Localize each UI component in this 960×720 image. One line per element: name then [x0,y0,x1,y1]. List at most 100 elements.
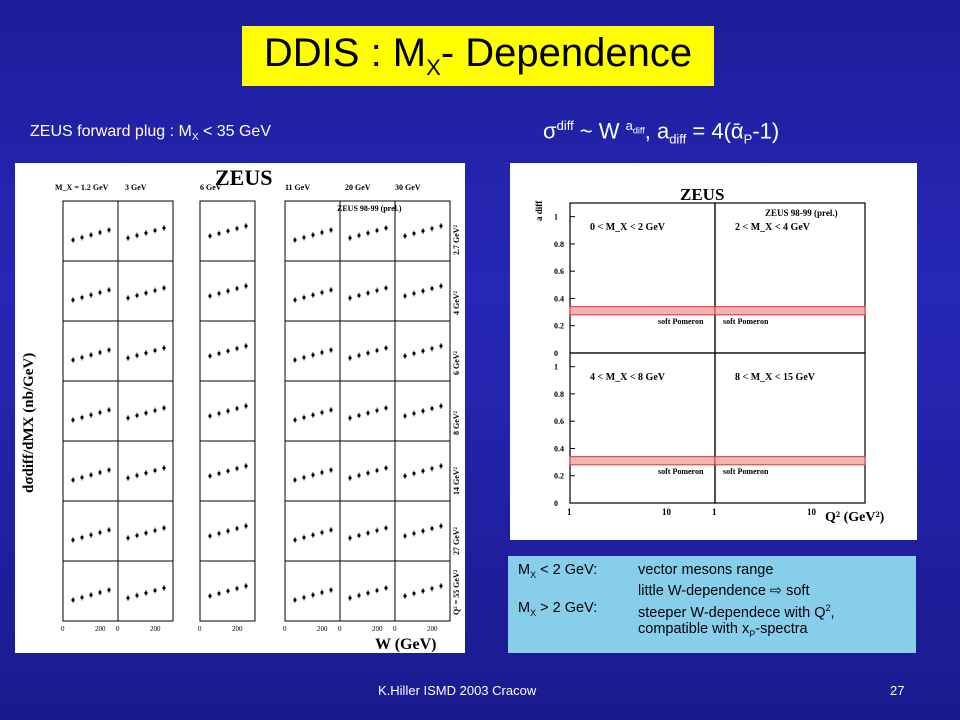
right-ytick: 0.2 [554,472,564,481]
info-r3-vr: , [830,604,835,621]
right-subpanel [714,352,866,504]
info-r1-kr: < 2 GeV: [536,562,598,578]
left-subpanel [339,440,396,502]
right-xtick: 10 [807,507,817,517]
slide-title: DDIS : MX- Dependence [242,26,714,86]
left-subpanel [339,560,396,622]
left-subpanel [339,320,396,382]
soft-pomeron-label: soft Pomeron [723,467,769,476]
mx-label: 6 GeV [200,183,222,192]
left-subpanel [117,560,174,622]
left-subpanel [117,440,174,502]
panel-label: 8 < M_X < 15 GeV [735,372,816,383]
formula-sigma: σ [543,118,557,144]
formula-sup2sub: diff [632,125,645,136]
right-ytick: 0.2 [554,322,564,331]
right-xtick: 1 [712,507,717,517]
right-xtick: 10 [662,507,672,517]
left-legend: ZEUS 98-99 (prel.) [337,204,402,213]
page-number: 27 [890,683,905,698]
soft-pomeron-band [569,306,716,316]
info-r1-ks: X [530,569,537,580]
left-subpanel [199,560,256,622]
q2-label: 2.7 GeV² [452,224,461,255]
right-xtick: 1 [567,507,572,517]
right-xlabel: Q² (GeV²) [825,510,885,525]
left-subpanel [117,200,174,262]
left-subpanel [339,380,396,442]
right-legend: ZEUS 98-99 (prel.) [765,208,838,218]
footer-left: K.Hiller ISMD 2003 Cracow [378,683,537,698]
mx-label: 3 GeV [125,183,147,192]
left-ylabel: dσdiff/dMX (nb/GeV) [21,353,37,493]
panel-label: 2 < M_X < 4 GeV [735,222,811,233]
left-subpanel [117,320,174,382]
right-ytick: 0.4 [554,294,564,303]
soft-pomeron-band [714,306,866,316]
q2-label: 8 GeV² [452,410,461,435]
info-r3-v: steeper W-dependece with Q [638,604,826,621]
soft-pomeron-label: soft Pomeron [723,317,769,326]
info-r4-vs: P [749,629,756,640]
soft-pomeron-label: soft Pomeron [658,317,704,326]
left-subpanel [394,560,451,622]
left-xtick: 0 [198,625,202,633]
right-ytick: 1 [554,213,558,222]
info-r3-vs: 2 [825,602,831,613]
left-xtick: 200 [232,625,243,633]
right-ytick: 0 [554,499,558,508]
right-ytick: 0.4 [554,444,564,453]
left-subpanel [339,500,396,562]
q2-label: 27 GeV² [452,526,461,555]
q2-label: 6 GeV² [452,350,461,375]
title-text: DDIS : M [263,31,427,75]
subtitle: ZEUS forward plug : MX < 35 GeV [30,123,271,143]
formula-sup2: a [625,118,633,133]
panel-label: 0 < M_X < 2 GeV [590,222,666,233]
zeus-a-diff-figure: ZEUS ZEUS 98-99 (prel.) a diff soft Pome… [510,163,917,540]
left-subpanel [339,260,396,322]
left-xtick: 0 [116,625,120,633]
zeus-w-dependence-figure: ZEUS ZEUS 98-99 (prel.) M_X = 1.2 GeV 3 G… [15,163,465,653]
info-r4-vr: -spectra [755,621,808,638]
info-r4-v: compatible with x [638,621,750,638]
soft-pomeron-label: soft Pomeron [658,467,704,476]
left-xtick: 200 [427,625,438,633]
left-brand: ZEUS [215,165,272,190]
left-xtick: 200 [150,625,161,633]
formula-rest1: , a [644,118,670,144]
right-ytick: 0 [554,349,558,358]
subtitle-sub: X [191,132,199,144]
info-r3-k: M [518,599,531,616]
info-r2-v: little W-dependence ⇨ soft [638,583,810,600]
title-rest: - Dependence [440,31,693,75]
q2-label: 4 GeV² [452,290,461,315]
left-mx-labels: M_X = 1.2 GeV 3 GeV 6 GeV 11 GeV 20 GeV 30 Ge… [55,183,421,192]
subtitle-prefix: ZEUS forward plug : M [30,123,192,140]
panel-label: 4 < M_X < 8 GeV [590,372,666,383]
right-ytick: 0.6 [554,417,564,426]
info-r3-kr: > 2 GeV: [536,599,598,616]
mx-label: 20 GeV [345,183,371,192]
mx-label: 30 GeV [395,183,421,192]
left-xtick: 200 [95,625,106,633]
left-xtick: 0 [338,625,342,633]
right-ytick: 0.8 [554,390,564,399]
right-plot-svg: ZEUS ZEUS 98-99 (prel.) a diff soft Pome… [534,185,885,525]
formula-sup1: diff [556,118,574,133]
formula-sub1: diff [669,131,687,147]
left-grid: 2.7 GeV² 4 GeV² 6 GeV² 8 GeV² 14 GeV² 27 GeV²… [61,200,461,633]
right-ytick: 0.8 [554,240,564,249]
left-subpanel [117,260,174,322]
formula-rest2: = 4(ᾱ [686,118,744,144]
left-xtick: 0 [61,625,65,633]
title-sub: X [426,55,441,80]
left-xtick: 200 [317,625,328,633]
left-xtick: 200 [372,625,383,633]
formula-rest3: -1) [752,118,780,144]
left-subpanel [117,500,174,562]
left-plot-svg: ZEUS ZEUS 98-99 (prel.) M_X = 1.2 GeV 3 G… [21,165,461,653]
mx-label: M_X = 1.2 GeV [55,183,109,192]
left-xlabel: W (GeV) [375,636,436,653]
right-ytick: 1 [554,363,558,372]
